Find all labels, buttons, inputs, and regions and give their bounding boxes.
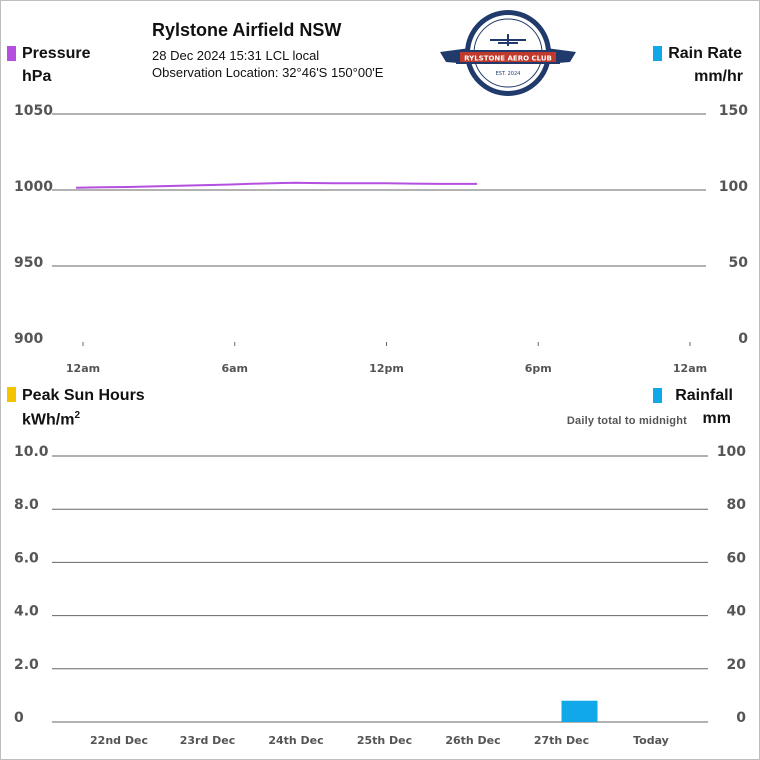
pressure-axis-tick-label: 950 bbox=[14, 255, 43, 271]
sun-hours-axis-tick-label: 6.0 bbox=[14, 550, 39, 566]
time-axis-tick-label: 12pm bbox=[369, 362, 404, 375]
day-axis-tick-label: 22nd Dec bbox=[90, 734, 148, 747]
sun-hours-axis-tick-label: 0 bbox=[14, 710, 24, 726]
rainfall-axis-tick-label: 0 bbox=[736, 710, 746, 726]
pressure-axis-tick-label: 1000 bbox=[14, 179, 53, 195]
pressure-series-line bbox=[75, 181, 478, 189]
sun-hours-axis-tick-label: 2.0 bbox=[14, 657, 39, 673]
day-axis-tick-label: 27th Dec bbox=[534, 734, 589, 747]
sun-hours-unit-label: kWh/m2 bbox=[22, 410, 81, 429]
pressure-axis-tick-label: 900 bbox=[14, 331, 43, 347]
rain-rate-axis-tick-label: 100 bbox=[719, 179, 748, 195]
rainfall-swatch bbox=[653, 388, 662, 403]
time-axis-tick-label: 6pm bbox=[525, 362, 552, 375]
rainfall-note: Daily total to midnight bbox=[566, 415, 687, 427]
rainfall-axis-tick-label: 60 bbox=[727, 550, 747, 566]
day-axis-tick-label: Today bbox=[633, 734, 669, 747]
rainfall-legend-label: Rainfall bbox=[675, 387, 733, 404]
time-axis-tick-label: 12am bbox=[673, 362, 707, 375]
day-axis-tick-label: 24th Dec bbox=[268, 734, 323, 747]
sun-hours-swatch bbox=[7, 387, 16, 402]
time-axis-tick-label: 6am bbox=[221, 362, 248, 375]
day-axis-tick-label: 25th Dec bbox=[357, 734, 412, 747]
pressure-axis-tick-label: 1050 bbox=[14, 103, 53, 119]
rainfall-axis-tick-label: 100 bbox=[717, 444, 746, 460]
station-title: Rylstone Airfield NSW bbox=[152, 20, 342, 40]
rainfall-axis-tick-label: 20 bbox=[727, 657, 747, 673]
rainfall-bar bbox=[561, 700, 598, 722]
observation-datetime: 28 Dec 2024 15:31 LCL local bbox=[152, 48, 320, 63]
day-axis-tick-label: 26th Dec bbox=[445, 734, 500, 747]
pressure-swatch bbox=[7, 46, 16, 61]
sun-hours-legend-label: Peak Sun Hours bbox=[22, 387, 145, 404]
observation-location: Observation Location: 32°46'S 150°00'E bbox=[152, 65, 384, 80]
pressure-unit-label: hPa bbox=[22, 68, 52, 85]
rain-rate-axis-tick-label: 0 bbox=[738, 331, 748, 347]
rain-rate-axis-tick-label: 50 bbox=[729, 255, 749, 271]
rainfall-axis-tick-label: 80 bbox=[727, 497, 747, 513]
rainfall-axis-tick-label: 40 bbox=[727, 604, 747, 620]
rain-rate-legend-label: Rain Rate bbox=[668, 45, 742, 62]
rain-rate-swatch bbox=[653, 46, 662, 61]
sun-hours-axis-tick-label: 4.0 bbox=[14, 604, 39, 620]
sun-hours-axis-tick-label: 10.0 bbox=[14, 444, 49, 460]
rain-rate-unit-label: mm/hr bbox=[694, 68, 743, 85]
rainfall-unit-label: mm bbox=[702, 410, 731, 427]
time-axis-tick-label: 12am bbox=[66, 362, 100, 375]
sun-hours-axis-tick-label: 8.0 bbox=[14, 497, 39, 513]
pressure-legend-label: Pressure bbox=[22, 45, 91, 62]
day-axis-tick-label: 23rd Dec bbox=[180, 734, 236, 747]
rain-rate-axis-tick-label: 150 bbox=[719, 103, 748, 119]
